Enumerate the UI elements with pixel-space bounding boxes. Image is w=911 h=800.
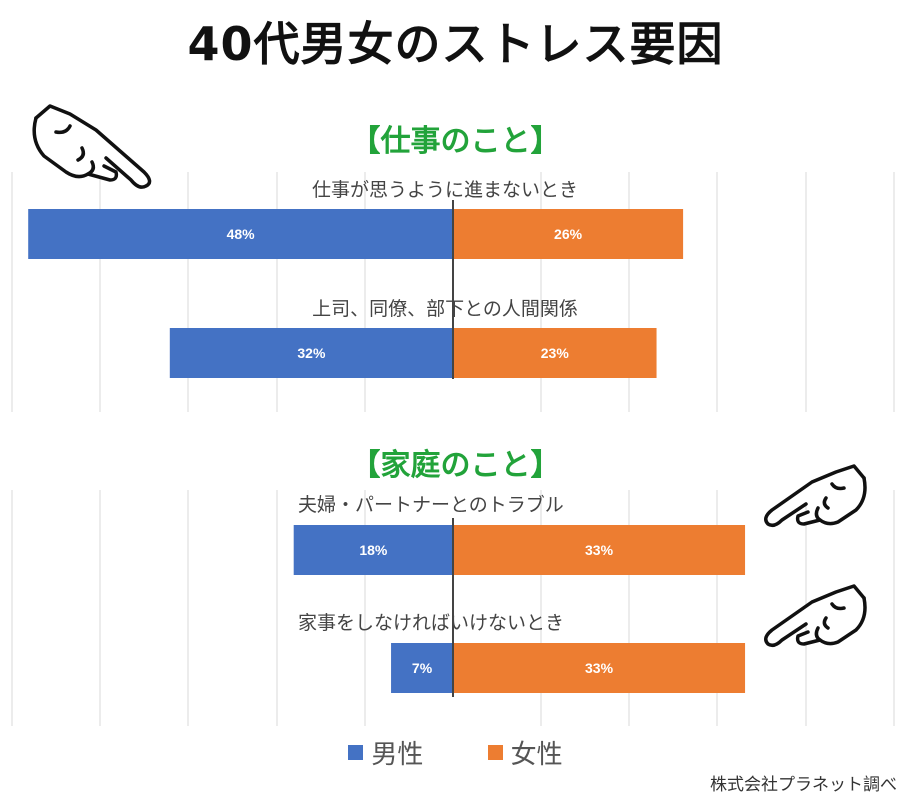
bar-male: [293, 525, 453, 575]
data-label-male: 7%: [412, 660, 433, 676]
data-label-female: 33%: [585, 542, 614, 558]
pointing-hand-icon: [764, 464, 867, 528]
category-label: 家事をしなければいけないとき: [298, 612, 565, 634]
page-title: 40代男女のストレス要因: [187, 17, 724, 71]
bar-female: [453, 328, 657, 378]
bar-female: [453, 525, 746, 575]
source-note: 株式会社プラネット調べ: [710, 775, 897, 795]
bar-female: [453, 209, 684, 259]
legend-swatch-female: [487, 745, 503, 760]
legend-label-male: 男性: [371, 740, 424, 770]
data-label-male: 48%: [227, 226, 256, 242]
bar-male: [391, 643, 453, 693]
section-title-home: 【家庭のこと】: [350, 448, 561, 483]
bar-male: [28, 209, 453, 259]
legend-item-female: 女性: [487, 734, 563, 771]
category-label: 夫婦・パートナーとのトラブル: [298, 494, 564, 516]
category-label: 上司、同僚、部下との人間関係: [312, 298, 578, 320]
pointing-hand-icon: [32, 104, 152, 189]
data-label-female: 26%: [554, 226, 583, 242]
data-label-male: 18%: [359, 542, 388, 558]
legend-swatch-male: [348, 745, 364, 760]
data-label-female: 33%: [585, 660, 614, 676]
pointing-hand-icon: [764, 584, 867, 648]
bar-male: [169, 328, 454, 378]
data-label-female: 23%: [541, 345, 570, 361]
legend-label-female: 女性: [510, 740, 563, 770]
legend: 男性 女性: [0, 734, 911, 771]
section-title-work: 【仕事のこと】: [350, 124, 561, 159]
legend-item-male: 男性: [348, 734, 423, 771]
bar-female: [453, 643, 746, 693]
category-label: 仕事が思うように進まないとき: [311, 179, 578, 201]
data-label-male: 32%: [297, 345, 326, 361]
